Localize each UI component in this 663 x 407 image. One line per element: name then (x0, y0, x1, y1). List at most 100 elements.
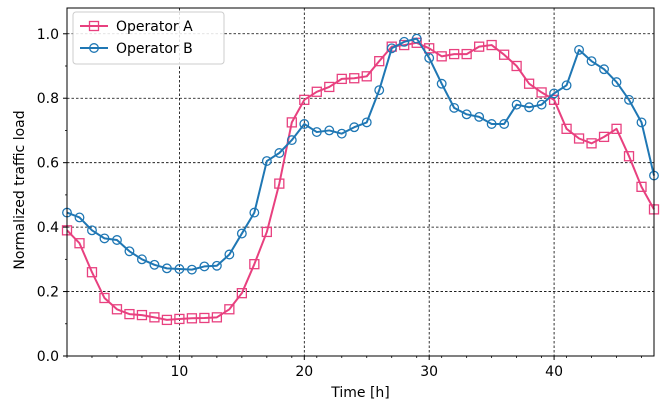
data-point-operator-a (186, 313, 198, 324)
data-point-operator-a (573, 133, 585, 144)
data-point-operator-a (111, 304, 123, 315)
data-point-operator-b (99, 233, 110, 244)
data-point-operator-b (311, 127, 322, 138)
data-point-operator-b (511, 99, 522, 110)
data-point-operator-a (374, 56, 385, 67)
data-point-operator-b (174, 264, 185, 274)
data-point-operator-a (99, 292, 110, 304)
x-tick-label: 30 (420, 364, 438, 380)
data-point-operator-a (461, 48, 472, 60)
data-point-operator-b (336, 128, 347, 139)
data-point-operator-a (161, 314, 173, 326)
data-point-operator-a (561, 123, 572, 134)
data-point-operator-a (473, 41, 485, 52)
y-tick-label: 0.6 (37, 156, 59, 172)
legend-box (72, 11, 225, 65)
x-axis-label: Time [h] (330, 385, 390, 401)
data-point-operator-a (274, 178, 285, 189)
x-tick-label: 20 (295, 364, 313, 380)
x-tick-label: 10 (170, 364, 188, 380)
data-point-operator-b (549, 88, 560, 99)
data-point-operator-a (249, 259, 260, 270)
data-point-operator-a (286, 117, 297, 128)
data-point-operator-b (424, 52, 435, 63)
data-point-operator-b (386, 43, 397, 54)
data-point-operator-a (86, 267, 98, 278)
data-point-operator-b (112, 235, 122, 245)
data-point-operator-a (224, 304, 235, 315)
data-point-operator-b (411, 33, 422, 44)
data-point-operator-a (523, 78, 535, 89)
data-point-operator-b (599, 64, 609, 75)
legend-marker-operator-b (89, 43, 99, 53)
data-point-operator-b (236, 228, 247, 239)
y-tick-label: 0.4 (37, 220, 59, 236)
data-point-operator-a (136, 309, 148, 321)
data-point-operator-b (324, 125, 335, 136)
y-tick-label: 0.0 (37, 349, 59, 365)
data-point-operator-a (536, 87, 547, 98)
legend: Operator A Operator B (72, 11, 225, 65)
data-point-operator-a (149, 312, 160, 323)
data-point-operator-b (374, 85, 385, 96)
data-point-operator-b (474, 111, 485, 122)
data-point-operator-b (224, 249, 235, 260)
data-point-operator-a (611, 123, 622, 134)
data-point-operator-a (74, 238, 85, 249)
data-point-operator-b (149, 259, 160, 270)
data-point-operator-a (598, 131, 610, 143)
y-tick-label: 1.0 (37, 27, 59, 43)
data-point-operator-b (436, 78, 447, 89)
data-point-operator-a (361, 71, 372, 82)
y-axis-label: Normalized traffic load (12, 110, 28, 269)
axis-ticks: 10 20 30 40 0.0 0.2 0.4 0.6 0.8 1.0 (37, 27, 642, 380)
data-point-operator-b (261, 156, 272, 167)
data-point-operator-a (211, 312, 223, 323)
data-point-operator-b (624, 94, 634, 105)
data-point-operator-a (449, 48, 460, 60)
data-point-operator-a (586, 138, 597, 149)
data-point-operator-b (574, 44, 585, 55)
data-point-operator-a (511, 60, 522, 72)
data-point-operator-b (299, 119, 310, 129)
data-point-operator-b (499, 119, 510, 129)
data-point-operator-b (161, 263, 172, 274)
legend-label-operator-a: Operator A (116, 19, 193, 35)
legend-marker-operator-a (88, 20, 100, 32)
data-point-operator-b (186, 264, 197, 275)
data-point-operator-a (324, 81, 335, 93)
y-tick-label: 0.8 (37, 91, 59, 107)
data-point-operator-b (211, 260, 222, 271)
data-point-operator-a (498, 49, 510, 60)
data-point-operator-a (349, 73, 360, 84)
data-point-operator-a (236, 288, 248, 299)
legend-label-operator-b: Operator B (116, 41, 193, 57)
data-point-operator-b (536, 99, 547, 110)
data-point-operator-a (424, 43, 435, 54)
series-group (61, 33, 660, 326)
data-point-operator-b (611, 77, 622, 88)
data-point-operator-a (636, 181, 647, 192)
data-point-operator-a (299, 94, 310, 105)
data-point-operator-a (261, 226, 272, 238)
data-point-operator-b (561, 80, 572, 91)
data-point-operator-b (399, 36, 410, 47)
data-point-operator-b (449, 102, 460, 113)
data-point-operator-b (136, 254, 147, 265)
data-point-operator-a (311, 86, 322, 97)
data-point-operator-b (74, 212, 85, 223)
data-point-operator-a (124, 308, 135, 320)
data-point-operator-b (349, 122, 360, 133)
data-point-operator-b (524, 102, 535, 113)
data-point-operator-a (436, 51, 447, 62)
data-point-operator-b (274, 148, 285, 158)
data-point-operator-b (486, 119, 497, 129)
data-point-operator-a (486, 39, 497, 51)
y-tick-label: 0.2 (37, 285, 59, 301)
data-point-operator-a (336, 73, 347, 85)
data-point-operator-b (361, 117, 372, 128)
plot-frame (66, 7, 655, 357)
data-point-operator-a (623, 151, 635, 162)
data-point-operator-b (124, 246, 135, 257)
